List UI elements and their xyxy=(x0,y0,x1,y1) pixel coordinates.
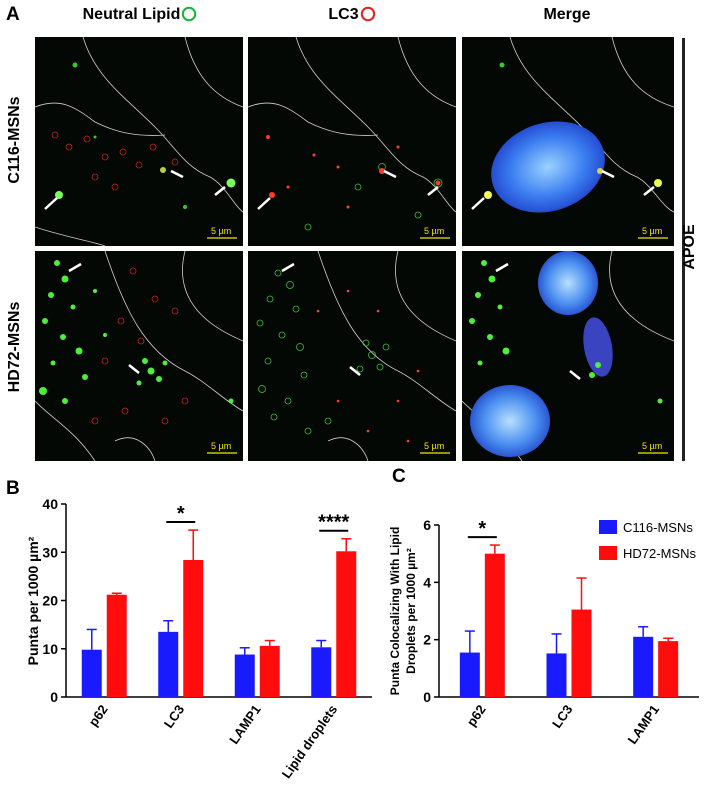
bar-c116-msns xyxy=(546,653,567,697)
micrograph-hd72-neutral-lipid: 5 µm xyxy=(35,251,243,461)
x-tick-label: LAMP1 xyxy=(226,702,264,747)
legend-label: C116-MSNs xyxy=(623,520,693,535)
scale-bar-label: 5 µm xyxy=(211,226,232,236)
bar-c116-msns xyxy=(633,636,654,697)
bar-hd72-msns xyxy=(336,551,357,697)
y-axis-label: Droplets per 1000 µm² xyxy=(404,548,418,674)
bar-hd72-msns xyxy=(183,559,204,697)
bar-c116-msns xyxy=(459,652,480,697)
significance-marker: * xyxy=(177,503,185,525)
y-tick-label: 40 xyxy=(42,496,58,512)
row-label-c116: C116-MSNs xyxy=(6,96,23,184)
y-axis-label: Punta Colocalizing With Lipid xyxy=(388,527,402,696)
scale-bar-label: 5 µm xyxy=(424,226,445,236)
row-label-hd72: HD72-MSNs xyxy=(6,301,23,393)
chart-c: 0 2 4 6 p62 LC3 LAMP1 * Punta Colocalizing With … xyxy=(385,490,714,789)
micrograph-c116-lc3: 5 µm xyxy=(248,37,456,246)
red-circle-icon xyxy=(360,6,375,22)
panel-b-label: B xyxy=(6,478,20,499)
y-tick-label: 0 xyxy=(50,689,58,705)
y-tick-label: 0 xyxy=(423,689,431,705)
significance-marker: * xyxy=(478,518,486,540)
micrograph-c116-neutral-lipid: 5 µm xyxy=(35,37,243,246)
x-tick-label: LAMP1 xyxy=(625,702,663,747)
apoe-divider-line xyxy=(682,38,685,461)
bar-hd72-msns xyxy=(259,645,280,697)
micrograph-hd72-lc3: 5 µm xyxy=(248,251,456,461)
y-axis-label: Punta per 1000 µm² xyxy=(25,536,41,665)
y-tick-label: 30 xyxy=(42,544,58,560)
y-tick-label: 10 xyxy=(42,641,58,657)
x-tick-label: p62 xyxy=(86,702,111,729)
x-tick-label: LC3 xyxy=(549,702,575,731)
y-tick-label: 20 xyxy=(42,593,58,609)
column-title-merge: Merge xyxy=(543,6,591,23)
bar-hd72-msns xyxy=(658,641,679,697)
legend-swatch-hd72-msns xyxy=(599,546,617,560)
scale-bar-label: 5 µm xyxy=(424,441,445,451)
panel-a-label: A xyxy=(6,4,20,25)
x-tick-label: Lipid droplets xyxy=(279,702,341,781)
micrograph-hd72-merge: 5 µm xyxy=(462,251,674,461)
bar-hd72-msns xyxy=(571,609,592,697)
bar-c116-msns xyxy=(158,631,179,697)
chart-b: 0 10 20 30 40 p62 LC3 LAMP1 Lipid droplets * **** P… xyxy=(0,490,385,789)
bar-c116-msns xyxy=(81,649,102,697)
significance-marker: **** xyxy=(318,512,349,534)
bar-c116-msns xyxy=(311,647,332,697)
micrograph-c116-merge: 5 µm xyxy=(462,37,674,246)
column-title-lc3: LC3 xyxy=(248,6,456,24)
legend-label: HD72-MSNs xyxy=(623,546,696,561)
green-circle-icon xyxy=(182,6,197,22)
y-tick-label: 4 xyxy=(423,574,431,590)
y-tick-label: 2 xyxy=(423,632,431,648)
legend-swatch-c116-msns xyxy=(599,520,617,534)
apoe-label: APOE xyxy=(681,224,698,270)
bar-hd72-msns xyxy=(106,594,127,697)
bar-c116-msns xyxy=(234,654,255,697)
column-title-neutral-lipid: Neutral Lipid xyxy=(36,6,244,24)
y-tick-label: 6 xyxy=(423,517,431,533)
x-tick-label: p62 xyxy=(464,702,489,729)
bar-hd72-msns xyxy=(484,553,505,697)
scale-bar-label: 5 µm xyxy=(642,226,663,236)
scale-bar-label: 5 µm xyxy=(211,441,232,451)
panel-c-label: C xyxy=(392,466,406,487)
x-tick-label: LC3 xyxy=(161,702,187,731)
scale-bar-label: 5 µm xyxy=(642,441,663,451)
